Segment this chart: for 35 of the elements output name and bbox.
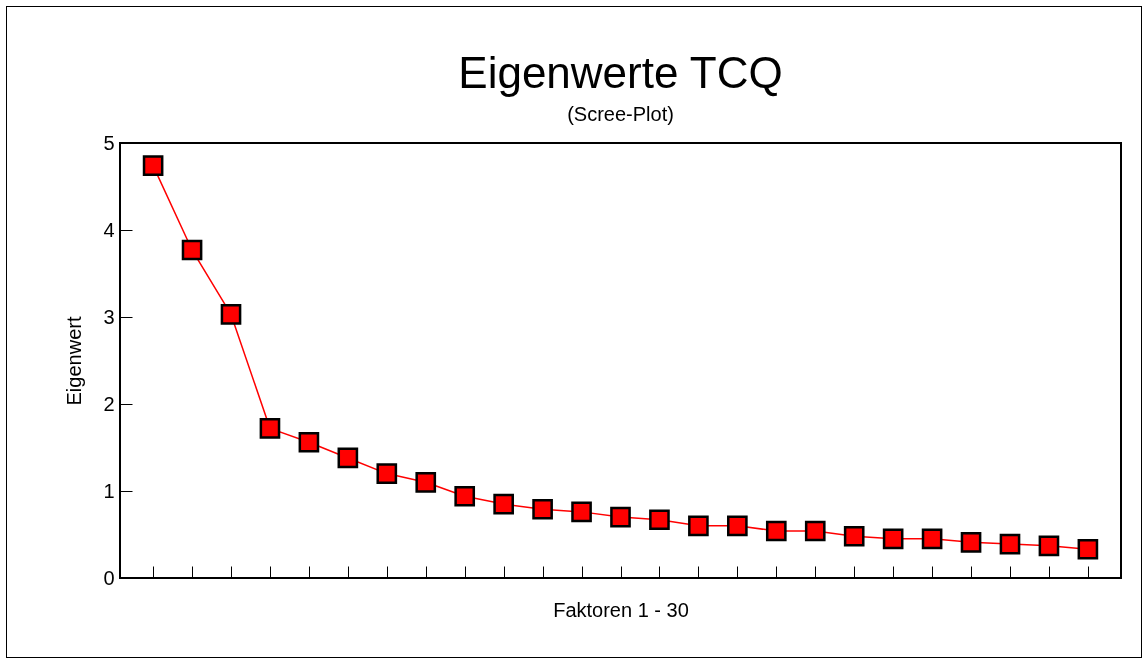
point [688,515,709,537]
point [298,431,320,453]
y-tick-label: 4 [103,218,115,241]
point [532,498,553,520]
point [921,528,943,550]
point [843,525,865,547]
point [649,509,670,531]
point [142,155,164,176]
point [259,418,281,439]
y-axis-title: Eigenwert [63,316,86,406]
y-tick-label: 2 [103,392,115,415]
point [804,520,826,542]
point [337,447,359,469]
point [882,528,904,550]
x-axis-title: Faktoren 1 - 30 [553,599,689,621]
point [1038,535,1060,557]
y-tick-label: 3 [103,305,115,328]
point [454,485,476,507]
point [415,471,437,493]
point [727,515,748,537]
point [610,506,631,528]
point [220,304,242,325]
point [571,501,592,523]
point [376,463,398,484]
point [765,520,787,542]
point [1077,538,1099,560]
point [960,532,982,553]
chart-title: Eigenwerte TCQ [458,48,783,97]
point [999,533,1021,555]
point [493,493,514,515]
chart-subtitle: (Scree-Plot) [567,103,674,125]
y-tick-label: 0 [103,566,115,589]
point [181,239,203,261]
y-tick-label: 1 [103,479,115,502]
y-tick-label: 5 [103,131,115,154]
